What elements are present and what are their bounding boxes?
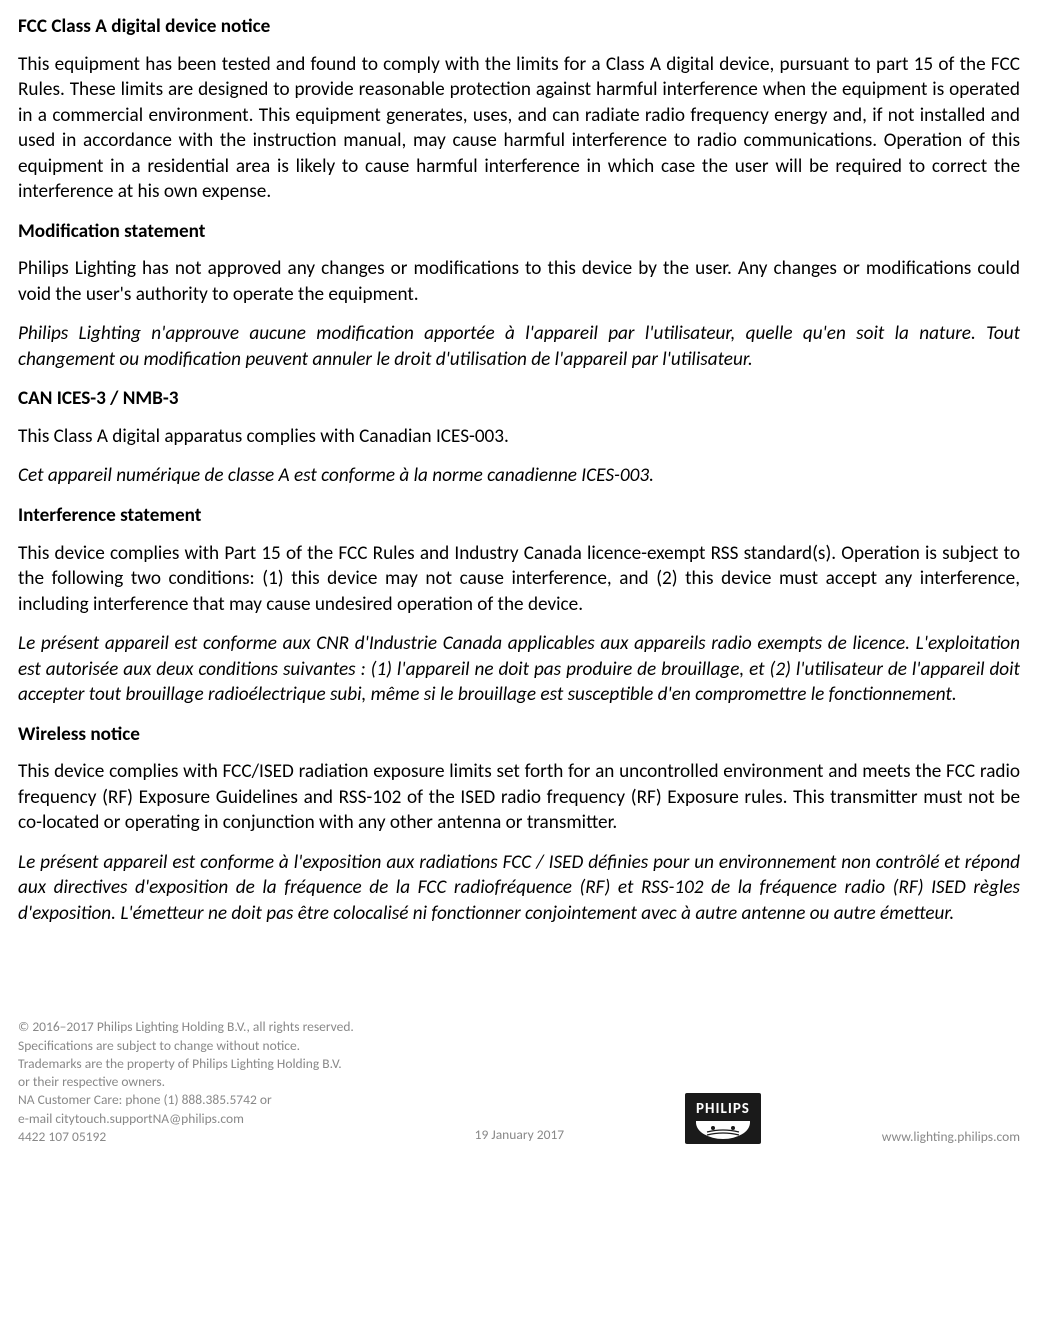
heading-interference: Interference statement [18, 503, 1020, 529]
paragraph-modification-fr: Philips Lighting n'approuve aucune modif… [18, 321, 1020, 372]
footer-spec-notice: Specifications are subject to change wit… [18, 1037, 354, 1055]
footer-customer-care-email: e-mail citytouch.supportNA@philips.com [18, 1110, 354, 1128]
heading-modification: Modification statement [18, 219, 1020, 245]
philips-logo: PHILIPS [685, 1093, 761, 1144]
paragraph-can-ices-fr: Cet appareil numérique de classe A est c… [18, 463, 1020, 489]
footer-trademark-2: or their respective owners. [18, 1073, 354, 1091]
paragraph-can-ices-en: This Class A digital apparatus complies … [18, 424, 1020, 450]
paragraph-wireless-fr: Le présent appareil est conforme à l'exp… [18, 850, 1020, 927]
footer: © 2016–2017 Philips Lighting Holding B.V… [18, 1018, 1020, 1146]
paragraph-wireless-en: This device complies with FCC/ISED radia… [18, 759, 1020, 836]
footer-copyright: © 2016–2017 Philips Lighting Holding B.V… [18, 1018, 354, 1036]
footer-center: 19 January 2017 [475, 1126, 564, 1146]
footer-date: 19 January 2017 [475, 1126, 564, 1144]
footer-trademark-1: Trademarks are the property of Philips L… [18, 1055, 354, 1073]
heading-can-ices: CAN ICES-3 / NMB-3 [18, 386, 1020, 412]
footer-customer-care-phone: NA Customer Care: phone (1) 888.385.5742… [18, 1091, 354, 1109]
footer-url: www.lighting.philips.com [882, 1128, 1020, 1145]
heading-fcc-class-a: FCC Class A digital device notice [18, 14, 1020, 40]
footer-doc-number: 4422 107 05192 [18, 1128, 354, 1146]
paragraph-fcc-class-a: This equipment has been tested and found… [18, 52, 1020, 205]
heading-wireless: Wireless notice [18, 722, 1020, 748]
paragraph-modification-en: Philips Lighting has not approved any ch… [18, 256, 1020, 307]
footer-left: © 2016–2017 Philips Lighting Holding B.V… [18, 1018, 354, 1146]
philips-logo-text: PHILIPS [696, 1100, 750, 1118]
paragraph-interference-fr: Le présent appareil est conforme aux CNR… [18, 631, 1020, 708]
paragraph-interference-en: This device complies with Part 15 of the… [18, 541, 1020, 618]
footer-right: www.lighting.philips.com [882, 1128, 1020, 1146]
philips-shield-icon [695, 1121, 751, 1140]
footer-logo-block: PHILIPS [685, 1093, 761, 1146]
